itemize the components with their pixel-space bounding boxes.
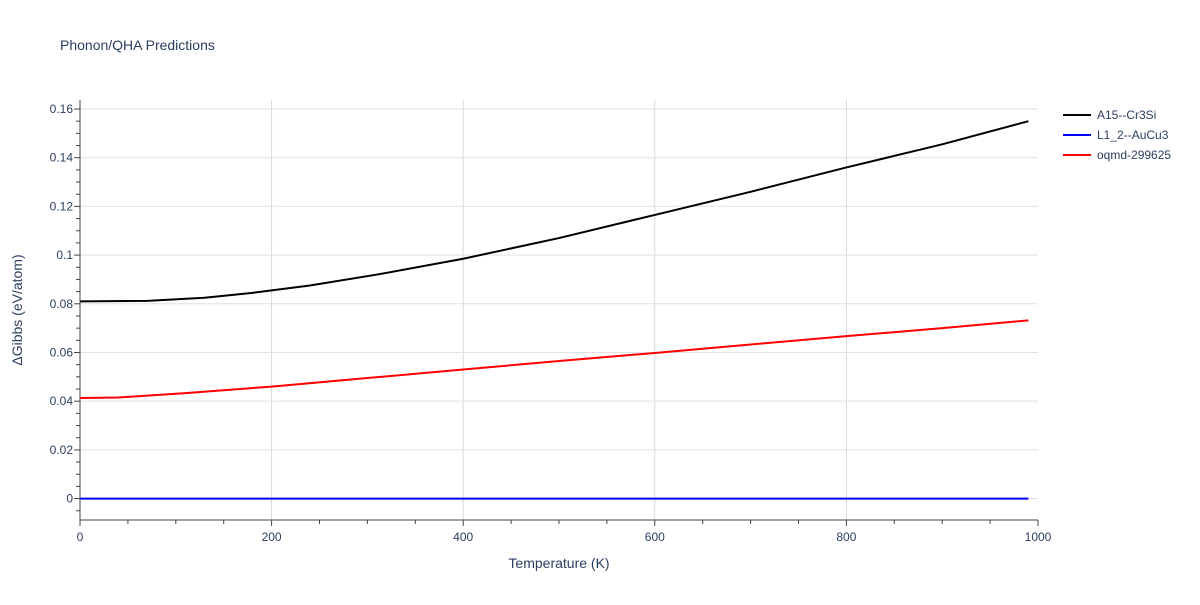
legend[interactable]: A15--Cr3Si L1_2--AuCu3 oqmd-299625 xyxy=(1063,108,1171,162)
y-tick-label: 0.08 xyxy=(50,297,74,311)
y-tick-label: 0.1 xyxy=(56,248,73,262)
x-tick-label: 200 xyxy=(262,530,282,544)
x-axis-label: Temperature (K) xyxy=(508,555,609,571)
y-axis-label: ΔGibbs (eV/atom) xyxy=(9,254,25,365)
y-tick-label: 0.12 xyxy=(50,199,74,213)
grid xyxy=(80,100,1038,520)
axes: 0 200 400 600 800 1000 0 0.02 0.04 0.06 0.08 0.1 0.1… xyxy=(50,100,1052,544)
y-tick-label: 0 xyxy=(66,492,73,506)
chart-title: Phonon/QHA Predictions xyxy=(60,37,215,53)
y-tick-label: 0.14 xyxy=(50,151,74,165)
x-tick-label: 1000 xyxy=(1025,530,1052,544)
x-tick-label: 400 xyxy=(453,530,473,544)
legend-label: A15--Cr3Si xyxy=(1097,108,1156,122)
series-lines xyxy=(79,120,1029,500)
legend-label: oqmd-299625 xyxy=(1097,148,1171,162)
x-tick-label: 600 xyxy=(645,530,665,544)
y-tick-label: 0.16 xyxy=(50,102,74,116)
legend-label: L1_2--AuCu3 xyxy=(1097,128,1169,142)
x-tick-label: 0 xyxy=(77,530,84,544)
series-line-oqmd-299625 xyxy=(79,319,1029,400)
series-line-A15--Cr3Si xyxy=(79,120,1029,303)
x-tick-label: 800 xyxy=(836,530,856,544)
y-tick-label: 0.06 xyxy=(50,345,74,359)
y-tick-label: 0.04 xyxy=(50,394,74,408)
y-tick-label: 0.02 xyxy=(50,443,74,457)
